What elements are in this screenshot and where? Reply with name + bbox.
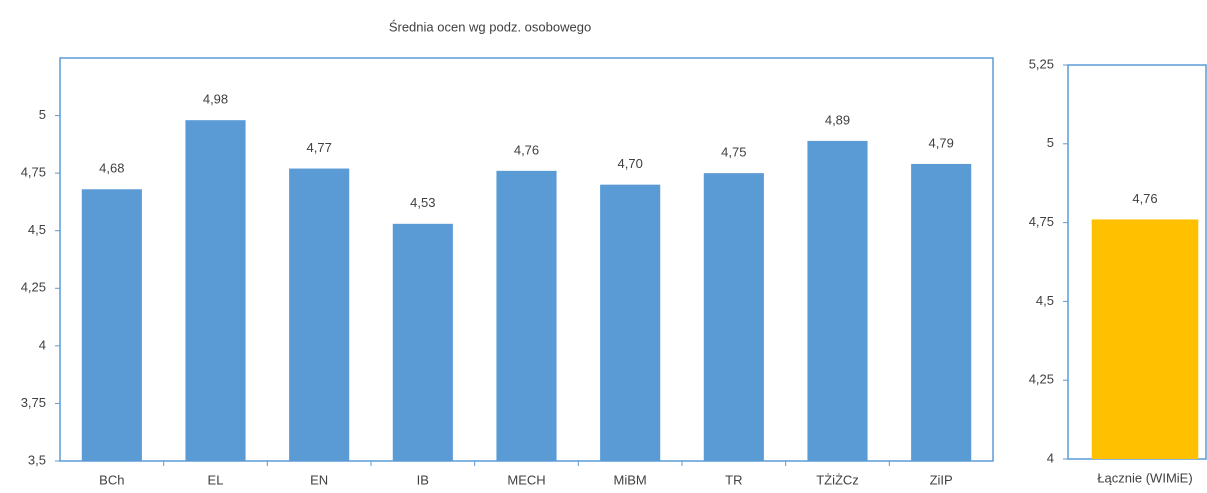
value-label: 4,76	[1132, 191, 1157, 206]
y-tick-label: 5	[1047, 135, 1054, 150]
y-tick-label: 4,5	[28, 222, 46, 237]
y-tick-label: 4	[39, 337, 46, 352]
x-tick-label: EL	[208, 472, 224, 487]
y-tick-label: 4,75	[1029, 214, 1054, 229]
x-tick-label: TŻiŻCz	[816, 472, 859, 487]
x-tick-label: BCh	[99, 472, 124, 487]
x-tick-label: TR	[725, 472, 742, 487]
value-label: 4,77	[307, 140, 332, 155]
x-tick-label: MECH	[507, 472, 545, 487]
y-tick-label: 4,75	[21, 165, 46, 180]
x-tick-label: ZiIP	[930, 472, 953, 487]
value-label: 4,79	[929, 135, 954, 150]
bar	[703, 173, 764, 461]
y-tick-label: 4,25	[21, 280, 46, 295]
bar	[496, 170, 557, 461]
chart-title: Średnia ocen wg podz. osobowego	[389, 19, 591, 34]
value-label: 4,75	[721, 145, 746, 160]
x-tick-label: EN	[310, 472, 328, 487]
value-label: 4,76	[514, 142, 539, 157]
bar	[911, 163, 972, 461]
bar	[81, 189, 142, 461]
value-label: 4,70	[618, 156, 643, 171]
y-tick-label: 3,5	[28, 452, 46, 467]
bar	[1091, 219, 1199, 459]
bar	[289, 168, 350, 461]
y-tick-label: 4	[1047, 450, 1054, 465]
bar	[807, 140, 868, 461]
bar	[185, 120, 246, 462]
bar	[600, 184, 661, 461]
value-label: 4,89	[825, 112, 850, 127]
bar	[392, 223, 453, 461]
value-label: 4,53	[410, 195, 435, 210]
x-tick-label: Łącznie (WIMiE)	[1097, 470, 1192, 485]
y-tick-label: 4,5	[1036, 293, 1054, 308]
value-label: 4,98	[203, 92, 228, 107]
x-tick-label: MiBM	[614, 472, 647, 487]
value-label: 4,68	[99, 161, 124, 176]
x-tick-label: IB	[417, 472, 429, 487]
y-tick-label: 3,75	[21, 395, 46, 410]
y-tick-label: 4,25	[1029, 372, 1054, 387]
y-tick-label: 5	[39, 107, 46, 122]
y-tick-label: 5,25	[1029, 56, 1054, 71]
